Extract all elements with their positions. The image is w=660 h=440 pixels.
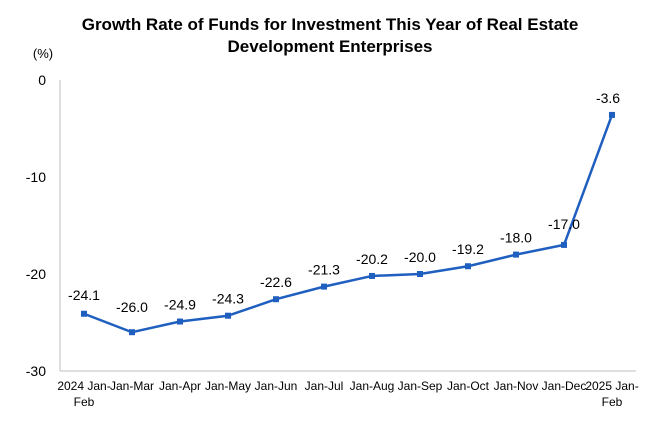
data-label: -3.6 bbox=[596, 90, 620, 106]
series-group bbox=[81, 111, 615, 336]
data-point bbox=[273, 296, 279, 303]
data-point bbox=[369, 272, 375, 279]
data-label: -24.9 bbox=[164, 297, 196, 313]
x-tick-label: Jan-May bbox=[205, 379, 251, 393]
data-point bbox=[609, 111, 615, 118]
data-label: -22.6 bbox=[260, 274, 292, 290]
y-axis-ticks: 0 -10 -20 -30 bbox=[26, 72, 46, 379]
x-tick-label: Jan-Jul bbox=[305, 379, 344, 393]
y-axis-unit-label: (%) bbox=[33, 46, 53, 61]
x-tick-label: 2025 Jan-Feb bbox=[585, 379, 638, 409]
chart-title-line-1: Growth Rate of Funds for Investment This… bbox=[81, 15, 579, 34]
x-tick-label: Jan-Jun bbox=[255, 379, 298, 393]
x-tick-label: Jan-Oct bbox=[447, 379, 490, 393]
data-label: -24.3 bbox=[212, 291, 244, 307]
x-tick-label: Jan-Nov bbox=[494, 379, 539, 393]
x-tick-label: Jan-Aug bbox=[350, 379, 395, 393]
x-tick-label: Jan-Dec bbox=[542, 379, 587, 393]
y-tick-label: 0 bbox=[38, 72, 46, 88]
chart-title: Growth Rate of Funds for Investment This… bbox=[0, 14, 660, 58]
data-point bbox=[177, 318, 183, 325]
x-tick-label: Jan-Apr bbox=[159, 379, 201, 393]
data-label: -24.1 bbox=[68, 287, 100, 303]
data-point bbox=[129, 329, 135, 336]
y-tick-label: -10 bbox=[26, 169, 46, 185]
data-label: -18.0 bbox=[500, 230, 532, 246]
y-tick-label: -30 bbox=[26, 363, 46, 379]
chart-title-line-2: Development Enterprises bbox=[227, 37, 433, 56]
x-tick-label: 2024 Jan-Feb bbox=[57, 379, 110, 409]
x-tick-label: Jan-Mar bbox=[110, 379, 154, 393]
data-label: -17.0 bbox=[548, 216, 580, 232]
data-label: -21.3 bbox=[308, 262, 340, 278]
x-tick-label: Jan-Sep bbox=[398, 379, 443, 393]
data-point bbox=[225, 312, 231, 319]
data-point bbox=[417, 271, 423, 277]
data-label: -20.0 bbox=[404, 249, 436, 265]
chart-axes: (%) bbox=[33, 46, 636, 372]
data-point bbox=[81, 310, 87, 317]
data-label-group: -24.1 -26.0 -24.9 -24.3 -22.6 -21.3 -20.2 -20.0… bbox=[68, 90, 620, 315]
y-tick-label: -20 bbox=[26, 266, 46, 282]
data-label: -26.0 bbox=[116, 299, 148, 315]
data-point bbox=[321, 283, 327, 290]
data-point bbox=[465, 263, 471, 270]
series-line bbox=[83, 114, 614, 334]
data-label: -20.2 bbox=[356, 251, 388, 267]
data-point bbox=[561, 241, 567, 248]
data-label: -19.2 bbox=[452, 241, 484, 257]
data-point bbox=[513, 251, 519, 258]
